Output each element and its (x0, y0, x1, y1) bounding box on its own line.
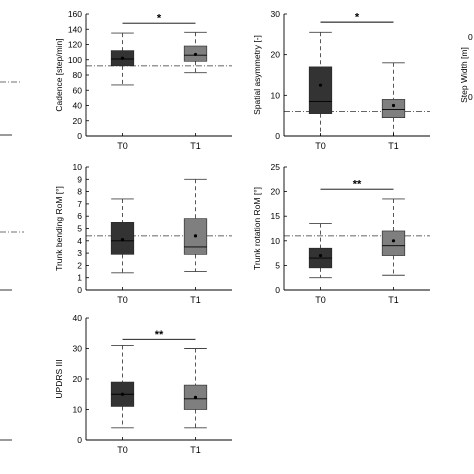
box-t1 (381, 198, 406, 276)
y-tick-label: 6 (77, 211, 82, 221)
y-tick-label: 20 (73, 116, 83, 126)
y-tick-label: 40 (73, 101, 83, 111)
significance-label: ** (155, 329, 164, 341)
y-tick-label: 20 (271, 50, 281, 60)
y-tick-label: 100 (68, 55, 82, 65)
y-tick-label: 10 (271, 236, 281, 246)
y-tick-label: 3 (77, 248, 82, 258)
mean-marker (120, 392, 125, 396)
box-iqr (381, 230, 406, 256)
significance-label: ** (353, 179, 362, 191)
y-tick-label: 40 (73, 313, 83, 323)
y-tick-label: 0 (77, 131, 82, 141)
box-t0 (110, 32, 135, 86)
partial-right-tick: 0 (468, 92, 473, 102)
y-axis-label: Trunk rotation RoM [°] (252, 187, 262, 270)
box-plot-panel: * 0 20 40 60 80 100 120 140 160 T0 T1 Cadence [step/… (54, 9, 232, 151)
y-tick-label: 30 (271, 9, 281, 19)
y-tick-label: 15 (271, 211, 281, 221)
y-tick-label: 8 (77, 187, 82, 197)
mean-marker (318, 83, 323, 87)
y-axis-label: Spatial asymmetry [-] (252, 35, 262, 115)
box-t0 (308, 31, 333, 137)
partial-right-ylabel: Step Width [m] (459, 47, 469, 103)
x-tick-label: T0 (117, 141, 128, 151)
box-t1 (183, 31, 208, 74)
box-t1 (183, 178, 208, 272)
y-tick-label: 5 (275, 260, 280, 270)
y-tick-label: 20 (73, 374, 83, 384)
y-tick-label: 120 (68, 40, 82, 50)
y-tick-label: 0 (275, 131, 280, 141)
x-tick-label: T1 (190, 445, 201, 455)
y-tick-label: 9 (77, 174, 82, 184)
y-tick-label: 30 (73, 344, 83, 354)
y-tick-label: 7 (77, 199, 82, 209)
mean-marker (120, 56, 125, 60)
box-t0 (110, 345, 135, 429)
x-tick-label: T0 (117, 295, 128, 305)
y-tick-label: 10 (73, 405, 83, 415)
x-tick-label: T1 (190, 295, 201, 305)
y-tick-label: 1 (77, 273, 82, 283)
mean-marker (193, 234, 198, 238)
box-t0 (110, 198, 135, 274)
x-tick-label: T0 (315, 141, 326, 151)
significance-label: * (157, 13, 162, 25)
partial-right-panel: Step Width [m] 0 0 (459, 32, 473, 103)
y-tick-label: 5 (77, 224, 82, 234)
x-tick-label: T0 (117, 445, 128, 455)
y-tick-label: 10 (271, 90, 281, 100)
y-axis-label: Cadence [step/min] (54, 38, 64, 111)
partial-left-panels (0, 81, 24, 441)
y-tick-label: 4 (77, 236, 82, 246)
x-tick-label: T1 (388, 141, 399, 151)
box-plot-panel: 0 1 2 3 4 5 6 7 8 9 10 T0 T1 Trunk bending RoM [°] (54, 162, 232, 305)
mean-marker (391, 103, 396, 108)
y-axis-label: Trunk bending RoM [°] (54, 186, 64, 271)
box-iqr (381, 99, 406, 119)
y-tick-label: 60 (73, 85, 83, 95)
mean-marker (318, 253, 323, 258)
x-tick-label: T1 (388, 295, 399, 305)
y-tick-label: 25 (271, 162, 281, 172)
y-tick-label: 140 (68, 24, 82, 34)
box-plot-panel: ** 0 5 10 15 20 25 T0 T1 Trunk rotation RoM [°] (252, 162, 430, 305)
mean-marker (120, 237, 125, 242)
partial-right-tick: 0 (468, 32, 473, 42)
box-plot-panel: ** 0 10 20 30 40 T0 T1 UPDRS III (54, 313, 232, 455)
box-t1 (381, 62, 406, 137)
mean-marker (193, 52, 198, 57)
box-t1 (183, 348, 208, 429)
y-tick-label: 10 (73, 162, 83, 172)
y-axis-label: UPDRS III (54, 359, 64, 398)
y-tick-label: 2 (77, 260, 82, 270)
y-tick-label: 0 (77, 435, 82, 445)
box-iqr (308, 66, 333, 114)
box-plot-panel: * 0 10 20 30 T0 T1 Spatial asymmetry [-] (252, 9, 430, 151)
significance-label: * (355, 12, 360, 24)
y-tick-label: 20 (271, 187, 281, 197)
y-tick-label: 80 (73, 70, 83, 80)
y-tick-label: 160 (68, 9, 82, 19)
y-tick-label: 0 (275, 285, 280, 295)
mean-marker (391, 239, 396, 243)
y-tick-label: 0 (77, 285, 82, 295)
x-tick-label: T1 (190, 141, 201, 151)
mean-marker (193, 395, 198, 399)
box-t0 (308, 223, 333, 279)
x-tick-label: T0 (315, 295, 326, 305)
